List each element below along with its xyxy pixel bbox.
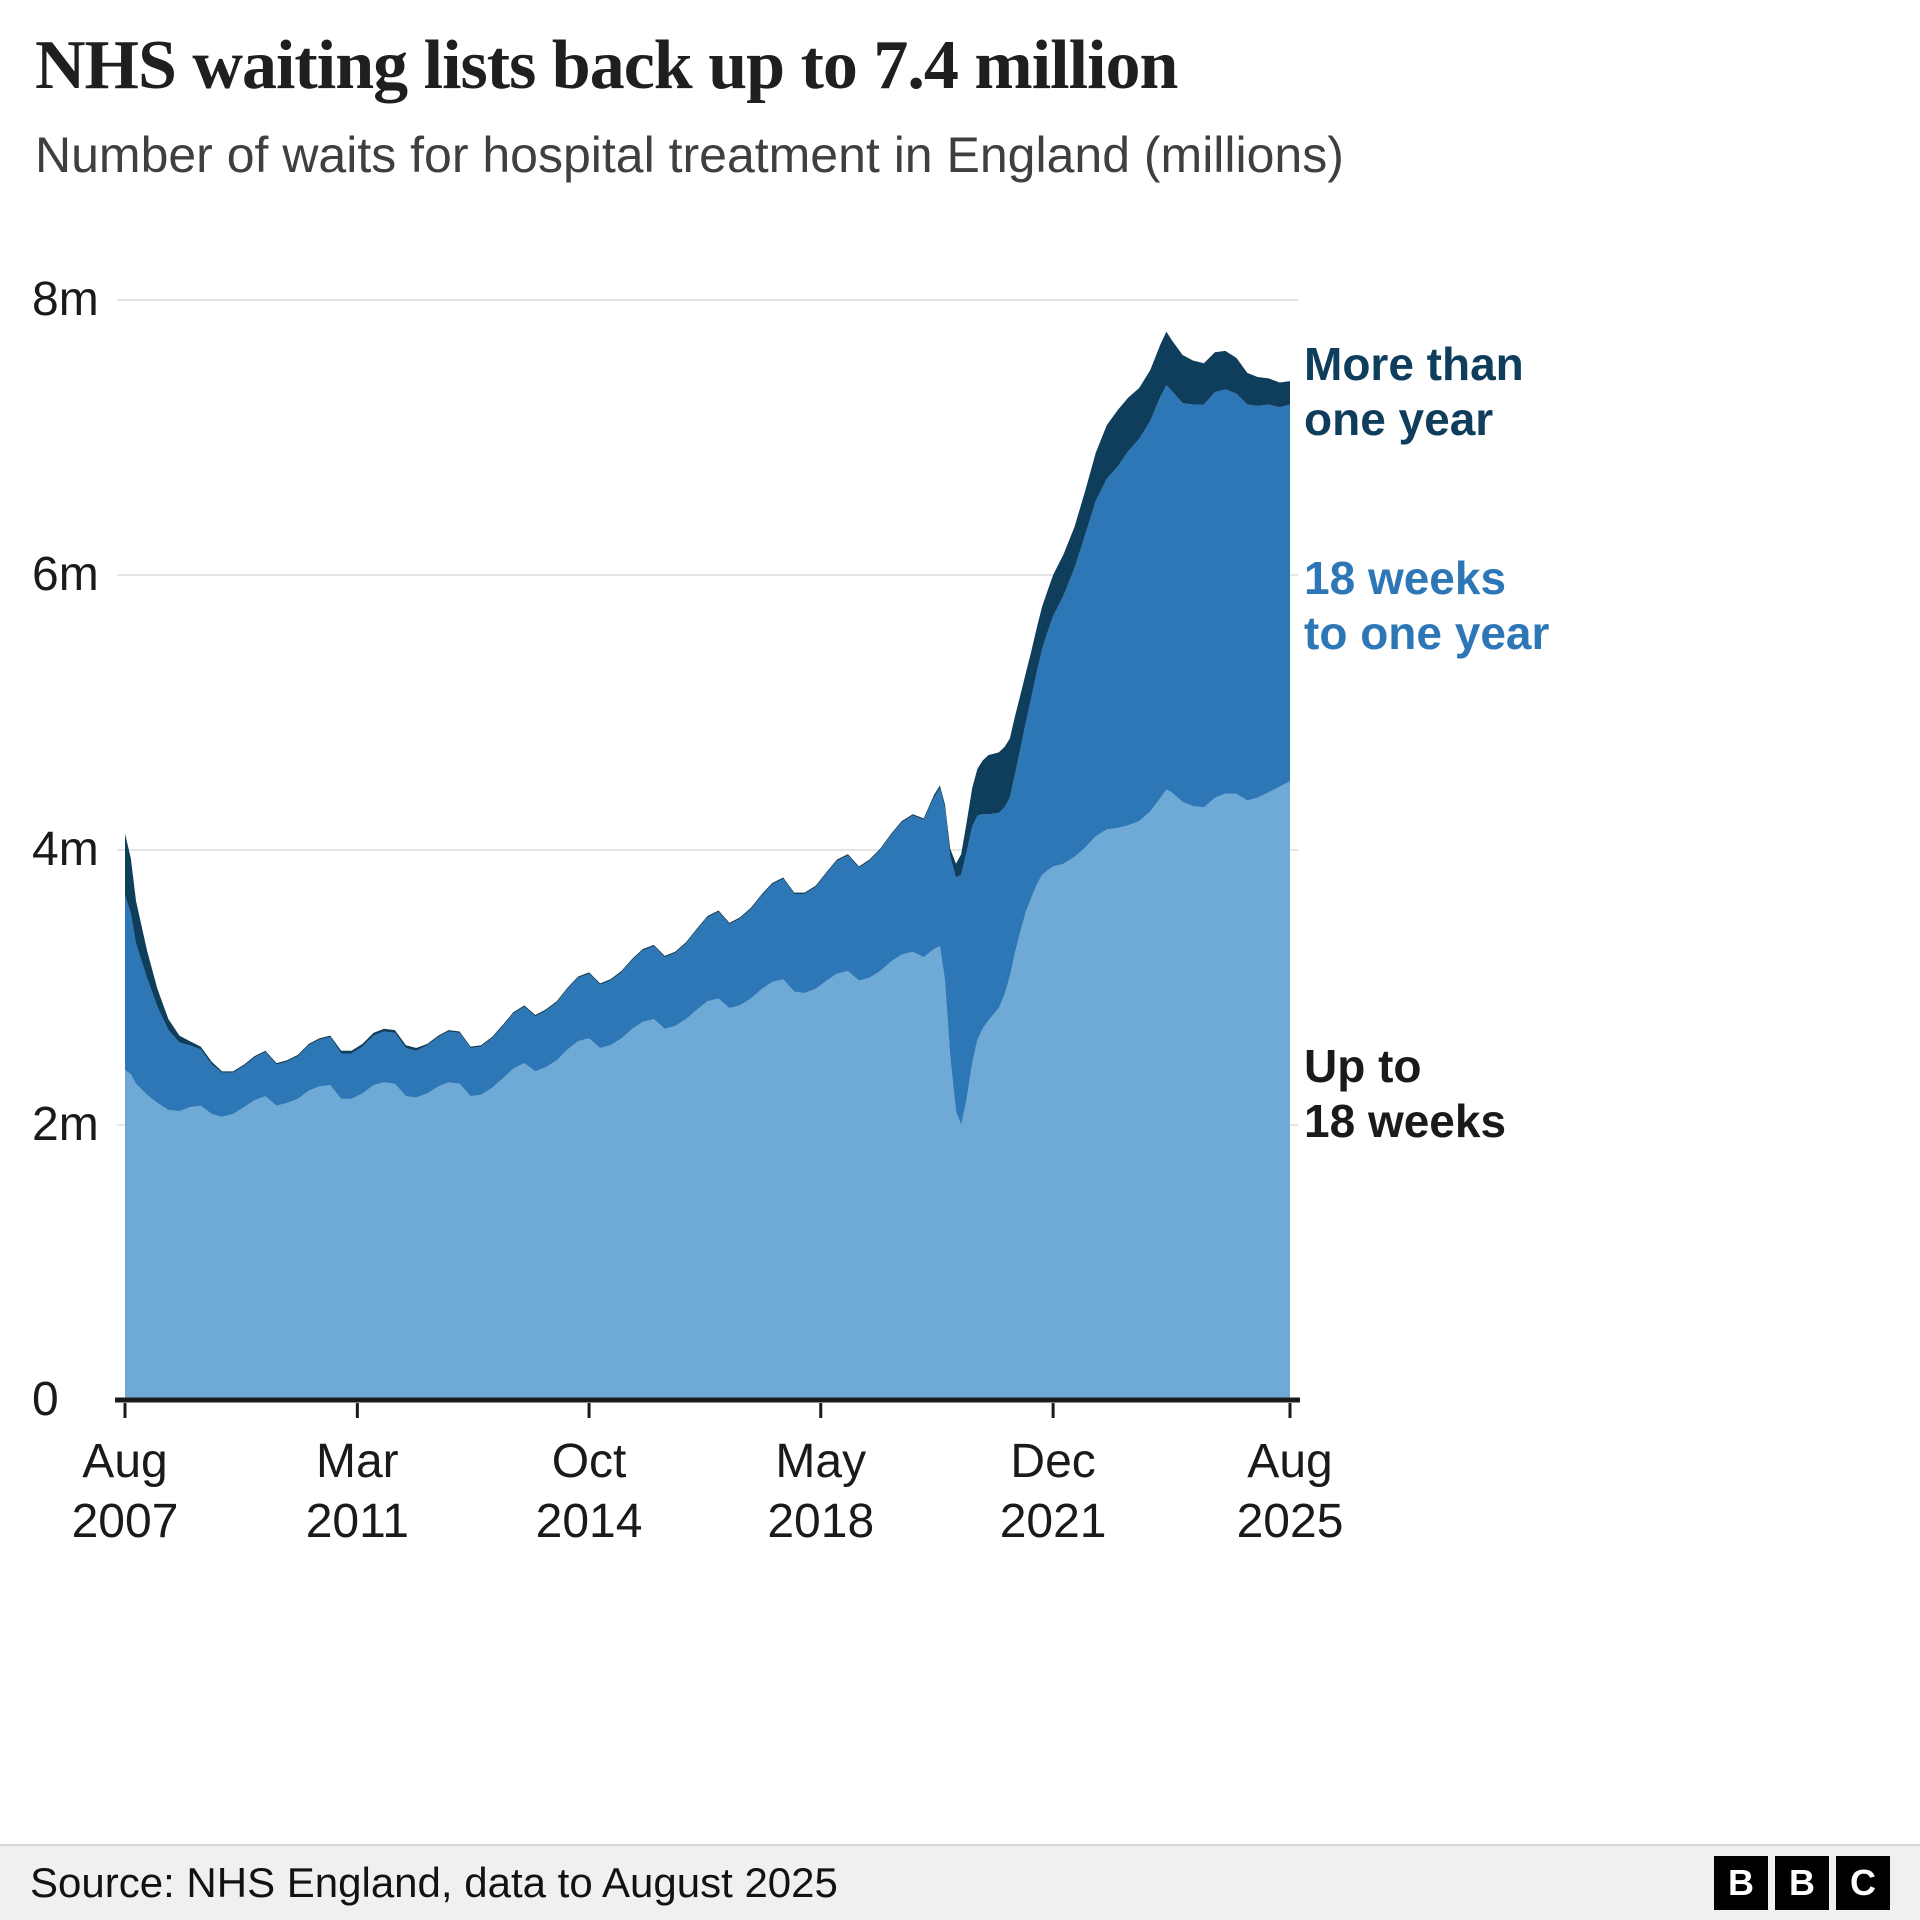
y-tick-label-6m: 6m xyxy=(32,548,99,601)
bbc-logo-letter-b1: B xyxy=(1714,1856,1768,1910)
x-tick-year: 2014 xyxy=(535,1495,643,1548)
x-tick-month: Dec xyxy=(1010,1435,1096,1488)
x-tick-month: Aug xyxy=(1247,1435,1333,1488)
x-tick-year: 2007 xyxy=(71,1495,179,1548)
annotation-line: Up to xyxy=(1304,1039,1422,1092)
annotation-line: 18 weeks xyxy=(1304,551,1507,604)
source-text: Source: NHS England, data to August 2025 xyxy=(30,1859,838,1906)
x-tick-label-Aug-2007: Aug 2007 xyxy=(72,1432,179,1552)
annotation-line: More than xyxy=(1304,338,1524,391)
x-tick-label-Mar-2011: Mar 2011 xyxy=(306,1432,409,1552)
y-tick-label-8m: 8m xyxy=(32,273,99,326)
x-tick-month: May xyxy=(775,1435,867,1488)
x-tick-label-Aug-2025: Aug 2025 xyxy=(1237,1432,1344,1552)
x-tick-label-Dec-2021: Dec 2021 xyxy=(1000,1432,1107,1552)
area-up-to-18-weeks xyxy=(125,781,1290,1400)
page-title: NHS waiting lists back up to 7.4 million xyxy=(35,27,1178,104)
x-tick-year: 2025 xyxy=(1236,1495,1344,1548)
x-tick-year: 2018 xyxy=(767,1495,875,1548)
annotation-line: one year xyxy=(1304,393,1494,446)
annotation-18-weeks-to-one-year: 18 weeks to one year xyxy=(1304,551,1549,661)
bbc-logo-letter-b2: B xyxy=(1775,1856,1829,1910)
bbc-logo-letter-c: C xyxy=(1836,1856,1890,1910)
bbc-logo: B B C xyxy=(1707,1856,1890,1910)
annotation-more-than-one-year: More than one year xyxy=(1304,337,1524,447)
stacked-area-plot xyxy=(115,299,1300,1418)
x-tick-month: Mar xyxy=(316,1435,399,1488)
y-tick-label-2m: 2m xyxy=(32,1098,99,1151)
area-18-weeks-to-one-year xyxy=(125,385,1290,1125)
x-tick-label-Oct-2014: Oct 2014 xyxy=(536,1432,643,1552)
x-tick-month: Oct xyxy=(551,1435,627,1488)
y-tick-label-4m: 4m xyxy=(32,823,99,876)
annotation-up-to-18-weeks: Up to 18 weeks xyxy=(1304,1039,1506,1149)
annotation-line: to one year xyxy=(1304,606,1550,659)
y-tick-label-0: 0 xyxy=(32,1373,59,1426)
x-tick-year: 2011 xyxy=(305,1495,409,1548)
x-tick-month: Aug xyxy=(82,1435,168,1488)
page-subtitle: Number of waits for hospital treatment i… xyxy=(35,127,1344,183)
x-tick-year: 2021 xyxy=(999,1495,1107,1548)
x-tick-label-May-2018: May 2018 xyxy=(767,1432,874,1552)
footer-bar: Source: NHS England, data to August 2025… xyxy=(0,1844,1920,1920)
annotation-line: 18 weeks xyxy=(1304,1094,1507,1147)
